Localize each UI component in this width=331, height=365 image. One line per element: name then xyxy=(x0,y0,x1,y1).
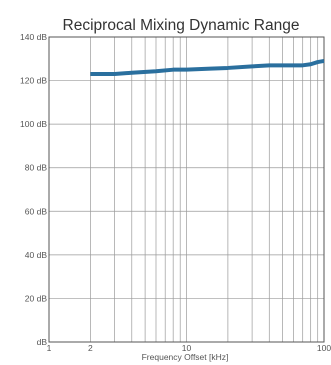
x-tick-label: 10 xyxy=(182,343,192,353)
series-layer xyxy=(90,58,325,77)
y-tick-label: 60 dB xyxy=(25,206,48,216)
y-tick-label: 120 dB xyxy=(20,76,47,86)
y-tick-label: 140 dB xyxy=(20,32,47,42)
y-tick-label: 40 dB xyxy=(25,250,48,260)
series-line xyxy=(90,58,325,77)
x-tick-label: 2 xyxy=(88,343,93,353)
x-axis-label: Frequency Offset [kHz] xyxy=(142,352,229,362)
y-tick-label: 80 dB xyxy=(25,163,48,173)
chart-title: Reciprocal Mixing Dynamic Range xyxy=(63,17,300,34)
x-tick-label: 1 xyxy=(47,343,52,353)
axes xyxy=(48,36,325,343)
y-tick-label: dB xyxy=(37,337,48,347)
grid xyxy=(48,36,324,343)
y-tick-label: 20 dB xyxy=(25,293,48,303)
y-tick-label: 100 dB xyxy=(20,119,47,129)
tick-labels: dB 20 dB 40 dB 60 dB 80 dB 100 dB 120 dB 140 dB… xyxy=(20,32,331,353)
plot-frame xyxy=(48,36,325,343)
x-tick-label: 100 xyxy=(317,343,331,353)
